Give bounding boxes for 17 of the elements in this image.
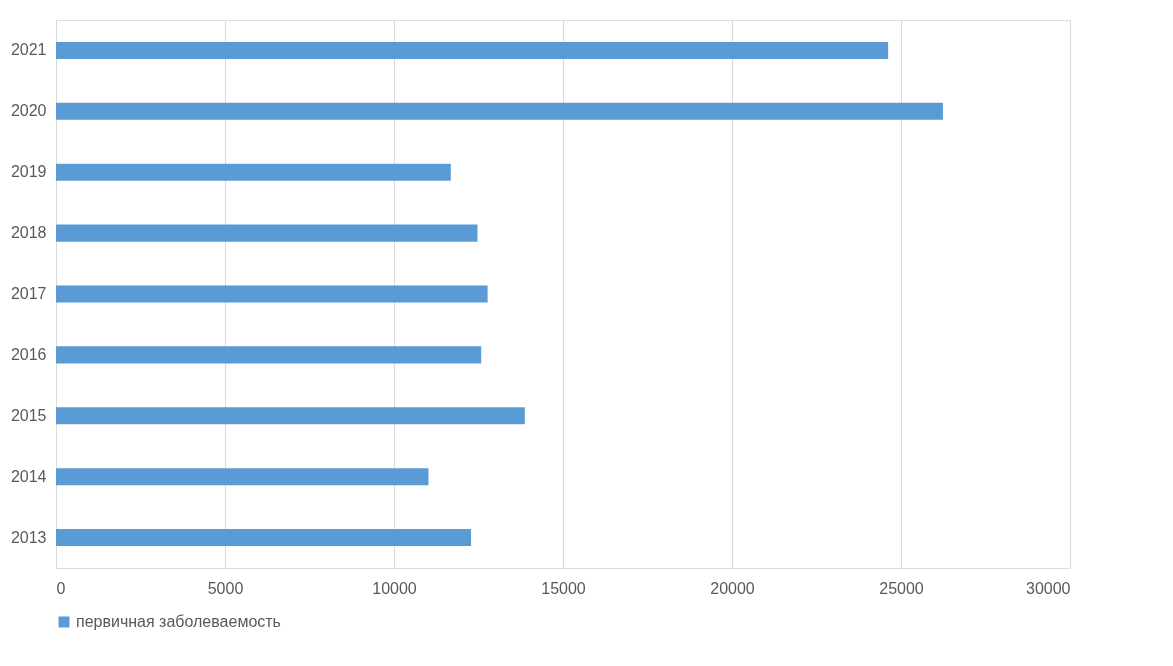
x-tick-label: 5000 — [207, 579, 244, 597]
x-tick-label: 30000 — [1026, 579, 1071, 597]
x-tick-label: 15000 — [541, 579, 586, 597]
y-tick-label: 2021 — [10, 41, 47, 59]
y-tick-label: 2016 — [10, 345, 47, 363]
x-tick-label: 0 — [56, 579, 66, 597]
y-tick-label: 2019 — [10, 163, 47, 181]
x-tick-label: 25000 — [879, 579, 924, 597]
y-tick-label: 2015 — [10, 406, 47, 424]
x-tick-label: 20000 — [710, 579, 755, 597]
y-tick-label: 2017 — [10, 285, 47, 302]
x-tick-label: 10000 — [372, 579, 417, 597]
y-tick-label: 2013 — [10, 528, 47, 546]
y-tick-label: 2018 — [10, 224, 47, 242]
legend-label: первичная заболеваемость — [76, 613, 281, 630]
y-tick-label: 2020 — [10, 102, 47, 120]
y-tick-label: 2014 — [10, 467, 47, 485]
